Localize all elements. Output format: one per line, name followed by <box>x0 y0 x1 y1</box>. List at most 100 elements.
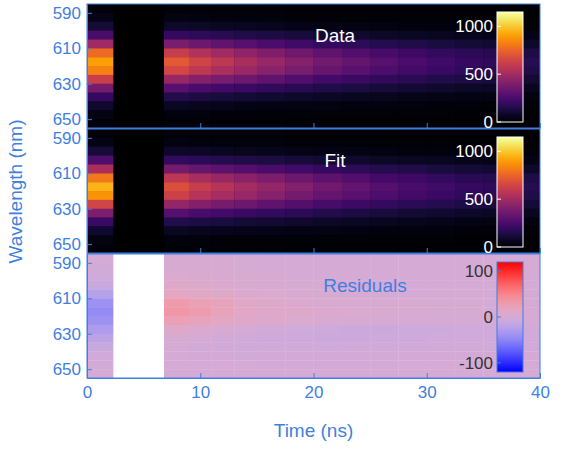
heatmap-cell <box>427 369 456 378</box>
heatmap-cell <box>164 369 189 378</box>
heatmap-cell <box>398 101 427 110</box>
heatmap-cell <box>234 48 257 57</box>
heatmap-cell <box>87 235 113 244</box>
heatmap-cell <box>398 129 427 138</box>
heatmap-cell <box>87 307 113 316</box>
heatmap-cell <box>314 57 343 66</box>
heatmap-cell <box>285 66 314 75</box>
heatmap-cell <box>427 235 456 244</box>
heatmap-cell <box>427 22 456 31</box>
heatmap-cell <box>398 209 427 218</box>
heatmap-cell <box>285 138 314 147</box>
heatmap-cell <box>87 129 113 138</box>
tick-mark <box>87 298 92 299</box>
panel-title: Fit <box>324 150 346 171</box>
heatmap-cell <box>427 289 456 298</box>
heatmap-cell <box>189 218 212 227</box>
heatmap-cell <box>427 307 456 316</box>
heatmap-cell <box>212 254 235 263</box>
heatmap-cell <box>234 298 257 307</box>
heatmap-cell <box>189 4 212 13</box>
heatmap-cell <box>87 101 113 110</box>
colorbar-tick <box>497 122 501 123</box>
heatmap-cell <box>370 191 399 200</box>
heatmap-cell <box>257 244 286 253</box>
heatmap-cell <box>164 209 189 218</box>
heatmap-cell <box>398 22 427 31</box>
tick: 630 <box>53 75 92 94</box>
heatmap-cell <box>257 209 286 218</box>
tick <box>314 248 315 253</box>
heatmap-cell <box>455 110 484 119</box>
heatmap-cell <box>189 244 212 253</box>
heatmap-cell <box>427 93 456 102</box>
heatmap-cell <box>427 244 456 253</box>
heatmap-cell <box>257 343 286 352</box>
heatmap-cell <box>285 360 314 369</box>
heatmap-cell <box>212 235 235 244</box>
tick: 630 <box>53 325 92 344</box>
heatmap-cell <box>257 218 286 227</box>
heatmap-cell <box>257 307 286 316</box>
heatmap-cell <box>314 334 343 343</box>
heatmap-cell <box>212 369 235 378</box>
heatmap-cell <box>285 209 314 218</box>
heatmap-cell <box>455 316 484 325</box>
heatmap-cell <box>427 209 456 218</box>
heatmap-cell <box>189 173 212 182</box>
heatmap-cell <box>314 360 343 369</box>
heatmap-cell <box>257 22 286 31</box>
heatmap-cell <box>427 334 456 343</box>
heatmap-cell <box>164 182 189 191</box>
tick: 40 <box>531 373 550 402</box>
heatmap-cell <box>164 235 189 244</box>
heatmap-cell <box>398 31 427 40</box>
heatmap-cell <box>164 200 189 209</box>
tick-label: 630 <box>53 75 81 94</box>
heatmap-cell <box>314 13 343 22</box>
heatmap-cell <box>285 4 314 13</box>
heatmap-cell <box>164 272 189 281</box>
heatmap-cell <box>212 164 235 173</box>
panel-title: Residuals <box>323 275 406 296</box>
y-axis-title: Wavelength (nm) <box>5 120 26 264</box>
tick-mark <box>200 373 201 378</box>
heatmap-cell <box>189 325 212 334</box>
heatmap-cell <box>285 200 314 209</box>
heatmap-cell <box>427 129 456 138</box>
heatmap-cell <box>257 66 286 75</box>
heatmap-cell <box>87 226 113 235</box>
heatmap-cell <box>285 254 314 263</box>
heatmap-cell <box>87 110 113 119</box>
heatmap-cell <box>257 173 286 182</box>
heatmap-cell <box>234 325 257 334</box>
heatmap-cell <box>342 84 371 93</box>
heatmap-cell <box>398 75 427 84</box>
heatmap-cell <box>398 263 427 272</box>
tick: 20 <box>305 373 324 402</box>
heatmap-cell <box>455 289 484 298</box>
heatmap-cell <box>398 316 427 325</box>
panel-title: Data <box>315 25 356 46</box>
heatmap-cell <box>257 31 286 40</box>
heatmap-cell <box>87 334 113 343</box>
heatmap-cell <box>342 57 371 66</box>
colorbar-tick-label: 500 <box>465 190 493 209</box>
heatmap-cell <box>427 200 456 209</box>
heatmap-cell <box>212 13 235 22</box>
heatmap-cell <box>257 289 286 298</box>
heatmap-cell <box>314 4 343 13</box>
tick-mark <box>200 248 201 253</box>
heatmap-cell <box>212 307 235 316</box>
heatmap-cell <box>87 156 113 165</box>
tick: 0 <box>83 373 92 402</box>
heatmap-cell <box>212 31 235 40</box>
heatmap-cell <box>398 369 427 378</box>
tick-label: 590 <box>53 4 81 23</box>
heatmap-cell <box>212 325 235 334</box>
heatmap-cell <box>87 244 113 253</box>
heatmap-cell <box>314 93 343 102</box>
heatmap-cell <box>87 209 113 218</box>
tick-mark <box>314 373 315 378</box>
heatmap-cell <box>455 325 484 334</box>
